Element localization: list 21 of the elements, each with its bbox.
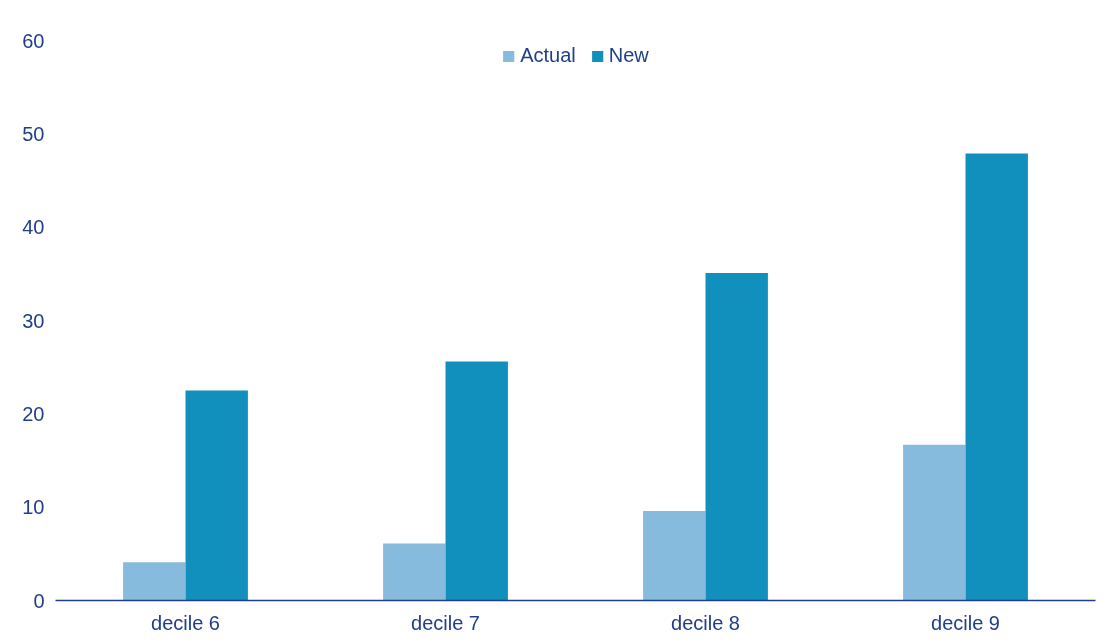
- bar: [965, 153, 1028, 601]
- legend-label: Actual: [520, 44, 576, 67]
- y-tick-label: 10: [22, 496, 45, 519]
- bar: [445, 361, 508, 601]
- y-tick-label: 0: [33, 589, 45, 612]
- y-tick-label: 50: [22, 122, 45, 145]
- bar: [123, 562, 186, 601]
- bar: [903, 444, 966, 601]
- x-tick-label: decile 7: [411, 611, 480, 634]
- bar: [643, 510, 706, 601]
- bar: [185, 390, 248, 601]
- x-tick-label: decile 9: [931, 611, 1000, 634]
- legend-label: New: [608, 44, 649, 67]
- y-tick-label: 20: [22, 402, 45, 425]
- x-tick-label: decile 6: [151, 611, 220, 634]
- y-tick-label: 60: [22, 29, 45, 52]
- y-tick-label: 40: [22, 216, 45, 239]
- x-tick-label: decile 8: [671, 611, 740, 634]
- bar: [383, 543, 446, 601]
- y-tick-label: 30: [22, 309, 45, 332]
- bar: [705, 272, 768, 601]
